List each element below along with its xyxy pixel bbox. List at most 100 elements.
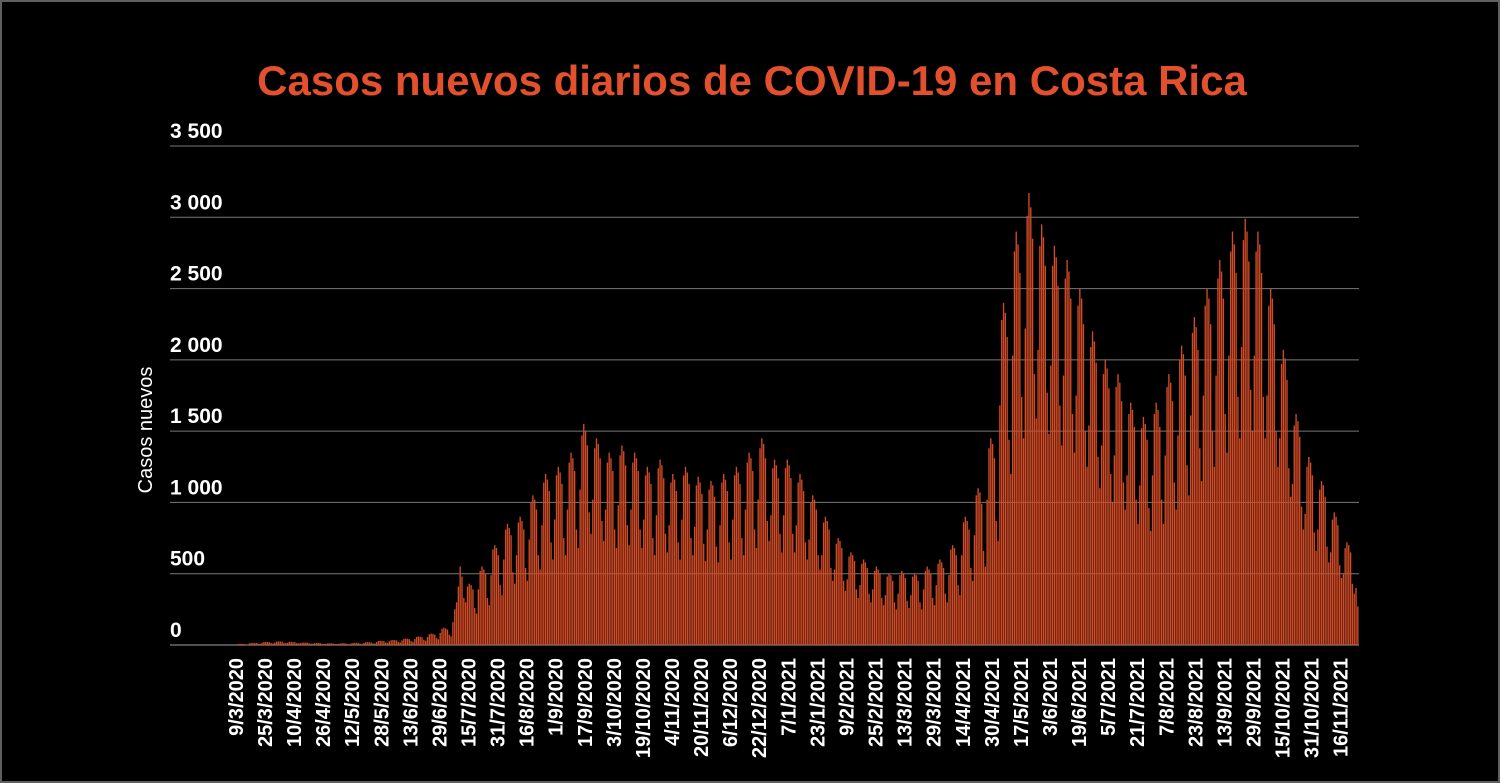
bar [610,458,612,645]
bar [408,639,410,645]
bar [942,568,945,645]
bar [415,636,418,645]
bar [742,555,745,645]
bar [510,535,512,645]
x-tick-label: 7/1/2021 [778,658,800,736]
bar [1246,231,1248,646]
bar [524,568,527,645]
bar [833,569,836,645]
bar [352,643,354,645]
bar [526,580,529,645]
bar [1055,257,1057,645]
bar [1253,355,1255,645]
bar [1224,414,1226,645]
bar [392,640,394,645]
bar [599,458,601,645]
bar [341,643,343,645]
bar [381,640,383,645]
bar [873,570,876,645]
bar [1093,341,1096,645]
bar [441,628,443,645]
bar [908,607,910,645]
bar [475,613,478,645]
bar [426,637,429,645]
bar [788,465,790,645]
bar [630,509,632,645]
bar [334,644,336,645]
bar [1053,245,1056,646]
bar [719,525,721,645]
bar [492,549,494,645]
y-tick-label: 500 [170,548,205,571]
bar [601,520,603,645]
bar [1033,374,1036,645]
bar [1111,502,1114,645]
bar [832,580,834,645]
bar [1184,375,1186,645]
bar [265,641,267,645]
bar [1262,396,1265,645]
bar [1082,324,1085,645]
bar [708,489,710,645]
bar [1222,298,1225,645]
bar [483,569,485,645]
bar [1190,415,1192,645]
bar [901,570,903,645]
x-tick-label: 17/5/2021 [1011,658,1033,747]
bar [801,479,803,645]
bar [430,633,432,645]
bar [245,644,247,645]
bar [606,462,609,645]
bar [933,605,936,645]
bar [1171,401,1174,645]
bar [236,644,238,645]
bar [922,589,925,645]
bar [1133,426,1136,645]
bar [759,448,761,645]
bar [1117,374,1119,645]
bar [921,609,923,645]
bar [795,525,798,645]
bar [917,580,919,645]
bar [1097,456,1099,645]
bar [552,559,554,645]
bar [286,642,289,645]
bar [621,445,623,645]
bar [612,471,614,645]
bar [495,548,498,645]
bar [1017,244,1019,645]
bar [1126,475,1128,645]
bar [899,575,901,645]
bar [414,639,416,645]
bar [726,491,728,645]
bar [655,515,658,645]
bar [363,643,365,645]
bar [263,642,265,645]
bar [557,466,559,645]
bar [515,555,518,645]
bar [904,577,907,645]
x-tick-label: 9/2/2021 [836,658,858,736]
bar [690,538,692,645]
bar [306,642,309,645]
bar [681,519,683,645]
y-tick-label: 1 000 [170,476,223,499]
bar [1179,359,1181,645]
bar [1319,489,1321,645]
bar [768,540,770,645]
bar [443,627,445,645]
bar [283,642,285,645]
bar [388,641,390,645]
bar [1349,552,1352,645]
bar [646,466,649,645]
bar [566,509,569,645]
bar [1295,414,1297,645]
bar [541,525,543,645]
x-tick-label: 30/4/2021 [982,658,1004,747]
bar [1213,466,1215,645]
bar [325,643,327,645]
bar [1202,395,1205,645]
bar [588,512,590,645]
bar [297,643,300,645]
bar [683,475,685,645]
